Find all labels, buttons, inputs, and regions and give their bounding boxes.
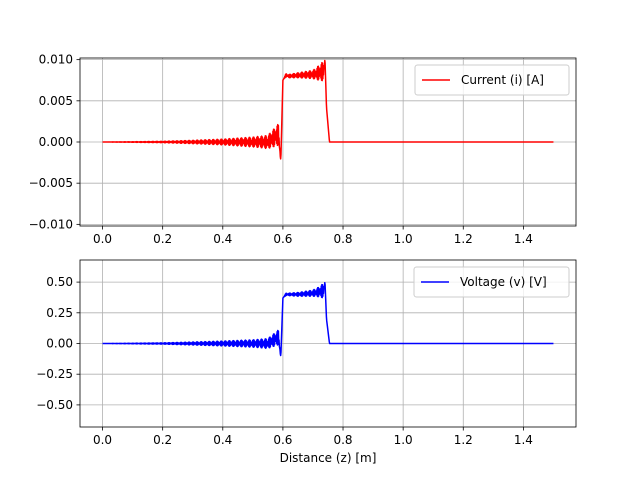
x-tick-label: 0.2 bbox=[153, 433, 172, 447]
x-tick-label: 1.4 bbox=[514, 433, 533, 447]
voltage-subplot: 0.0 0.2 0.4 0.6 0.8 1.0 1.2 1.4 −0.50 −0.25 0.00 0.… bbox=[36, 259, 577, 465]
x-tick-label: 0.8 bbox=[333, 433, 352, 447]
x-tick-label: 0.4 bbox=[213, 232, 232, 246]
legend: Current (i) [A] bbox=[414, 64, 570, 96]
y-tick-label: −0.50 bbox=[36, 398, 73, 412]
x-tick-label: 1.0 bbox=[394, 232, 413, 246]
y-tick-label: 0.005 bbox=[39, 94, 73, 108]
current-subplot: 0.0 0.2 0.4 0.6 0.8 1.0 1.2 1.4 −0.010 −0.005 0.00… bbox=[29, 53, 577, 246]
y-tick-label: 0.25 bbox=[46, 306, 73, 320]
legend-label: Voltage (v) [V] bbox=[460, 275, 547, 289]
x-axis-label: Distance (z) [m] bbox=[280, 451, 377, 465]
x-tick-label: 1.4 bbox=[514, 232, 533, 246]
y-tick-label: 0.000 bbox=[39, 135, 73, 149]
legend-box bbox=[413, 266, 570, 298]
x-tick-label: 0.0 bbox=[93, 433, 112, 447]
series-line-voltage bbox=[102, 281, 554, 357]
series-line-current bbox=[102, 59, 554, 160]
x-tick-label: 0.4 bbox=[213, 433, 232, 447]
y-tick-label: 0.010 bbox=[39, 53, 73, 67]
x-tick-label: 0.0 bbox=[93, 232, 112, 246]
y-tick-label: 0.50 bbox=[46, 275, 73, 289]
x-tick-label: 0.6 bbox=[273, 232, 292, 246]
x-tick-label: 0.6 bbox=[273, 433, 292, 447]
legend-box bbox=[414, 64, 570, 96]
x-tick-label: 1.2 bbox=[454, 433, 473, 447]
x-tick-label: 1.2 bbox=[454, 232, 473, 246]
legend: Voltage (v) [V] bbox=[413, 266, 570, 298]
y-tick-label: 0.00 bbox=[46, 337, 73, 351]
y-tick-label: −0.005 bbox=[29, 176, 73, 190]
legend-label: Current (i) [A] bbox=[461, 73, 544, 87]
x-tick-label: 0.2 bbox=[153, 232, 172, 246]
x-tick-label: 1.0 bbox=[394, 433, 413, 447]
y-tick-label: −0.25 bbox=[36, 367, 73, 381]
x-tick-label: 0.8 bbox=[333, 232, 352, 246]
y-tick-label: −0.010 bbox=[29, 217, 73, 231]
